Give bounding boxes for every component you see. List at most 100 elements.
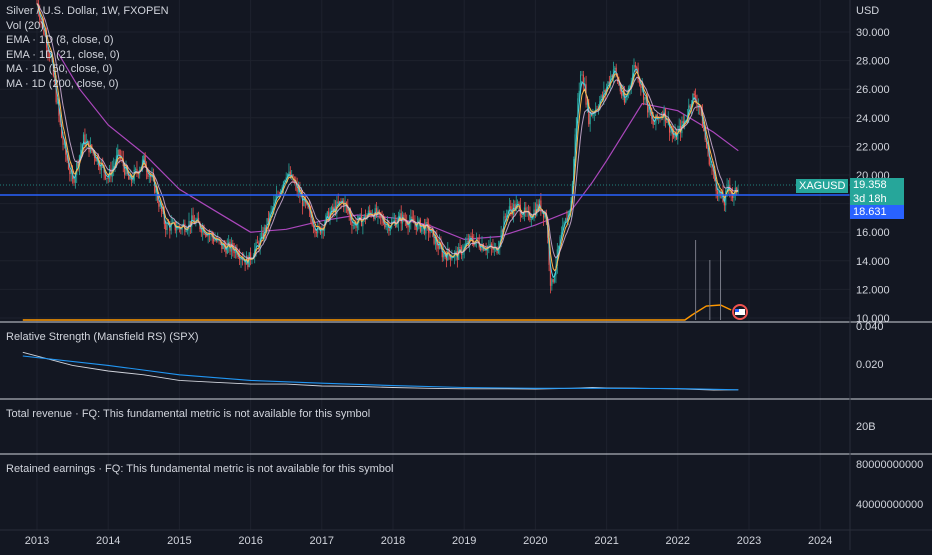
- candle-body: [77, 162, 79, 167]
- candle-body: [367, 210, 369, 216]
- candle-body: [73, 178, 75, 183]
- candle-body: [607, 81, 609, 87]
- legend-ma50[interactable]: MA · 1D (50, close, 0): [6, 63, 113, 75]
- candle-body: [197, 217, 200, 223]
- candle-body: [328, 211, 330, 222]
- legend-ema21[interactable]: EMA · 1D (21, close, 0): [6, 48, 120, 61]
- volume-line: [22, 304, 732, 321]
- chart-title[interactable]: Silver / U.S. Dollar, 1W, FXOPEN: [6, 5, 169, 17]
- candle-body: [265, 227, 267, 231]
- candle-body: [70, 170, 72, 175]
- candle-body: [55, 83, 57, 103]
- candle-body: [678, 125, 680, 131]
- candle-body: [202, 227, 204, 233]
- candle-body: [165, 224, 167, 231]
- symbol-tag: XAGUSD: [796, 179, 849, 193]
- indicator-legend: Silver / U.S. Dollar, 1W, FXOPEN Vol (20…: [6, 4, 169, 91]
- candle-body: [484, 250, 486, 251]
- candle-body: [192, 215, 194, 221]
- candle-body: [471, 236, 474, 242]
- candle-body: [400, 213, 402, 224]
- candle-body: [648, 106, 650, 113]
- candle-body: [459, 247, 461, 248]
- candle-body: [284, 180, 286, 182]
- earnings-panel-label[interactable]: Retained earnings · FQ: This fundamental…: [6, 463, 394, 475]
- candle-body: [267, 218, 269, 223]
- candle-body: [715, 180, 717, 192]
- candle-body: [604, 90, 606, 93]
- price-axis: USD30.00028.00026.00024.00022.00020.0001…: [856, 5, 890, 325]
- candle-body: [656, 114, 658, 119]
- candle-body: [177, 226, 179, 230]
- candle-body: [50, 56, 52, 57]
- candle-body: [614, 67, 616, 70]
- candle-body: [356, 223, 358, 228]
- candle-body: [441, 247, 443, 258]
- candle-body: [470, 235, 472, 237]
- time-tick-label: 2024: [808, 535, 832, 547]
- price-tick-label: 30.000: [856, 27, 890, 39]
- time-tick-label: 2013: [25, 535, 49, 547]
- candle-body: [574, 134, 576, 160]
- rs-panel-label[interactable]: Relative Strength (Mansfield RS) (SPX): [6, 331, 199, 343]
- candle-body: [588, 102, 590, 125]
- candle-body: [625, 97, 627, 103]
- candle-body: [80, 149, 82, 156]
- candle-body: [638, 79, 641, 84]
- candle-body: [378, 210, 380, 213]
- revenue-panel-label[interactable]: Total revenue · FQ: This fundamental met…: [6, 408, 371, 420]
- candle-body: [477, 237, 479, 242]
- candle-body: [532, 217, 534, 220]
- candle-body: [575, 117, 578, 135]
- candle-body: [684, 120, 686, 124]
- candle-body: [359, 214, 361, 217]
- candle-body: [84, 134, 86, 146]
- candle-body: [189, 220, 191, 227]
- candle-body: [563, 222, 565, 226]
- legend-vol[interactable]: Vol (20): [6, 19, 44, 32]
- price-tick-label: 14.000: [856, 256, 890, 268]
- revenue-tick-label: 20B: [856, 421, 876, 433]
- candle-body: [622, 92, 624, 96]
- candle-body: [392, 220, 394, 222]
- candle-body: [411, 216, 413, 219]
- candle-body: [176, 229, 178, 231]
- candle-body: [132, 180, 134, 182]
- candle-body: [736, 187, 738, 193]
- candle-body: [430, 229, 432, 233]
- legend-ema8[interactable]: EMA · 1D (8, close, 0): [6, 34, 114, 46]
- candle-body: [692, 93, 694, 105]
- legend-ma200[interactable]: MA · 1D (200, close, 0): [6, 77, 119, 90]
- candle-body: [711, 164, 713, 169]
- candle-body: [466, 240, 468, 244]
- candle-body: [321, 227, 323, 234]
- candle-body: [537, 204, 539, 210]
- candle-body: [674, 132, 676, 138]
- candle-body: [541, 211, 543, 213]
- candle-body: [166, 222, 168, 231]
- candle-body: [601, 95, 604, 98]
- candle-body: [619, 84, 621, 92]
- last-price-tag: 19.358: [850, 178, 904, 192]
- candle-body: [418, 219, 420, 222]
- candle-body: [365, 214, 367, 220]
- candle-body: [317, 225, 319, 234]
- candle-body: [255, 241, 257, 250]
- candle-body: [592, 113, 594, 117]
- candle-body: [438, 242, 441, 249]
- candle-body: [705, 139, 708, 149]
- candle-body: [332, 207, 334, 212]
- candle-body: [143, 155, 145, 160]
- candle-body: [407, 225, 409, 228]
- candle-body: [530, 219, 532, 221]
- candle-body: [544, 213, 546, 218]
- candle-body: [151, 175, 153, 178]
- alert-marker[interactable]: [732, 304, 748, 320]
- candle-body: [553, 274, 556, 282]
- candle-body: [434, 237, 437, 244]
- candle-body: [260, 232, 263, 238]
- candle-body: [577, 98, 579, 118]
- time-axis: 2013 2014 2015 2016 2017 2018 2019 2020 2021 2022…: [25, 535, 833, 547]
